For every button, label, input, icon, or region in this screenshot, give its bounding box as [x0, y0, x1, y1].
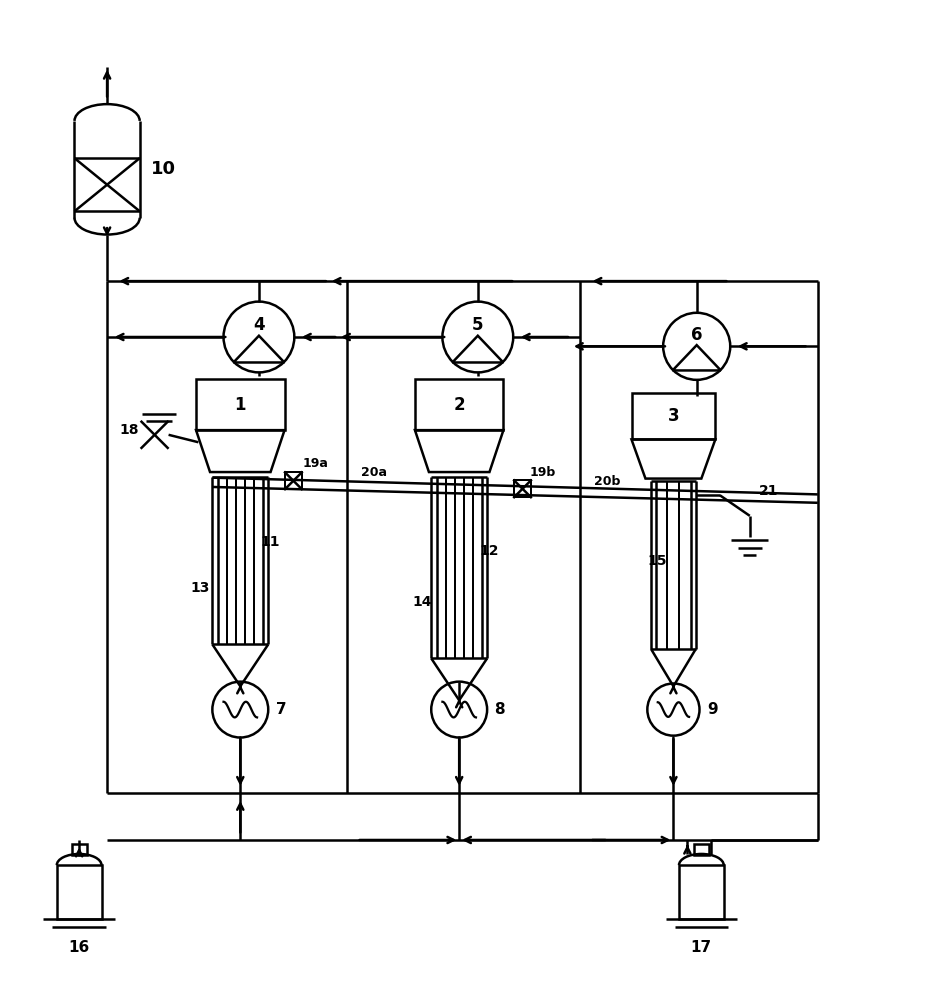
Bar [72, 844, 86, 855]
Text: 13: 13 [191, 581, 210, 595]
Text: 15: 15 [647, 554, 666, 568]
Text: 19b: 19b [530, 466, 556, 479]
Text: 14: 14 [412, 595, 431, 609]
Bar [285, 472, 301, 489]
Text: 17: 17 [690, 940, 711, 955]
Text: 20b: 20b [593, 475, 620, 488]
Text: 1: 1 [234, 396, 246, 414]
Text: 16: 16 [68, 940, 90, 955]
Text: 2: 2 [453, 396, 464, 414]
Text: 10: 10 [151, 160, 176, 178]
Text: 5: 5 [472, 316, 483, 334]
Text: 8: 8 [494, 702, 505, 717]
Text: 9: 9 [706, 702, 717, 717]
Text: 6: 6 [690, 326, 702, 344]
Bar [679, 865, 723, 919]
Bar [415, 379, 503, 430]
Text: 7: 7 [275, 702, 286, 717]
Bar [694, 844, 708, 855]
Text: 20a: 20a [361, 466, 387, 479]
Text: 19a: 19a [302, 457, 329, 470]
Text: 18: 18 [119, 423, 139, 437]
Bar [57, 865, 101, 919]
Text: 12: 12 [479, 544, 499, 558]
Bar [514, 480, 531, 497]
Bar [196, 379, 285, 430]
Text: 21: 21 [758, 484, 778, 498]
Text: 11: 11 [260, 535, 280, 549]
Text: 3: 3 [666, 407, 679, 425]
Bar [631, 393, 714, 439]
Text: 4: 4 [253, 316, 265, 334]
